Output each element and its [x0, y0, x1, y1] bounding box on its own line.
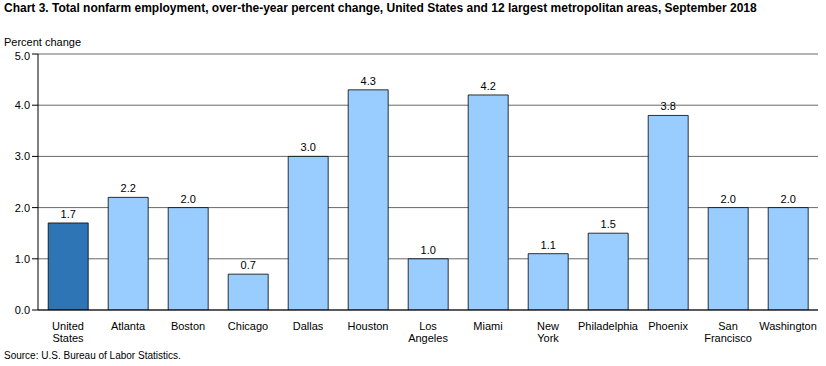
svg-text:4.0: 4.0	[15, 99, 30, 111]
svg-text:4.2: 4.2	[481, 80, 496, 92]
svg-text:1.5: 1.5	[601, 218, 616, 230]
svg-text:2.2: 2.2	[121, 182, 136, 194]
svg-text:0.0: 0.0	[15, 304, 30, 316]
html-text:Chart 3. Total nonfarm employm: Chart 3. Total nonfarm employment, over-…	[4, 1, 757, 15]
svg-text:3.0: 3.0	[15, 150, 30, 162]
svg-text:1.0: 1.0	[421, 244, 436, 256]
svg-text:2.0: 2.0	[15, 202, 30, 214]
svg-text:4.3: 4.3	[361, 75, 376, 87]
svg-text:Phoenix: Phoenix	[648, 320, 688, 332]
svg-text:2.0: 2.0	[781, 193, 796, 205]
svg-text:Miami: Miami	[473, 320, 502, 332]
svg-text:Chicago: Chicago	[228, 320, 268, 332]
svg-text:3.0: 3.0	[301, 141, 316, 153]
html-text:Source: U.S. Bureau of Labor S: Source: U.S. Bureau of Labor Statistics.	[4, 350, 181, 361]
svg-text:2.0: 2.0	[721, 193, 736, 205]
svg-text:Washington: Washington	[759, 320, 817, 332]
svg-text:SanFrancisco: SanFrancisco	[704, 320, 752, 344]
svg-text:Philadelphia: Philadelphia	[578, 320, 639, 332]
svg-text:Atlanta: Atlanta	[111, 320, 146, 332]
svg-text:1.1: 1.1	[541, 239, 556, 251]
svg-text:1.7: 1.7	[61, 208, 76, 220]
svg-text:Dallas: Dallas	[293, 320, 324, 332]
svg-text:0.7: 0.7	[241, 259, 256, 271]
svg-text:1.0: 1.0	[15, 253, 30, 265]
svg-text:2.0: 2.0	[181, 193, 196, 205]
html-text:Percent change: Percent change	[4, 36, 82, 48]
svg-text:Boston: Boston	[171, 320, 205, 332]
svg-text:NewYork: NewYork	[537, 320, 559, 344]
svg-text:UnitedStates: UnitedStates	[52, 320, 84, 344]
svg-text:5.0: 5.0	[15, 50, 30, 62]
svg-text:Houston: Houston	[348, 320, 389, 332]
svg-text:3.8: 3.8	[661, 100, 676, 112]
svg-text:LosAngeles: LosAngeles	[408, 320, 448, 344]
